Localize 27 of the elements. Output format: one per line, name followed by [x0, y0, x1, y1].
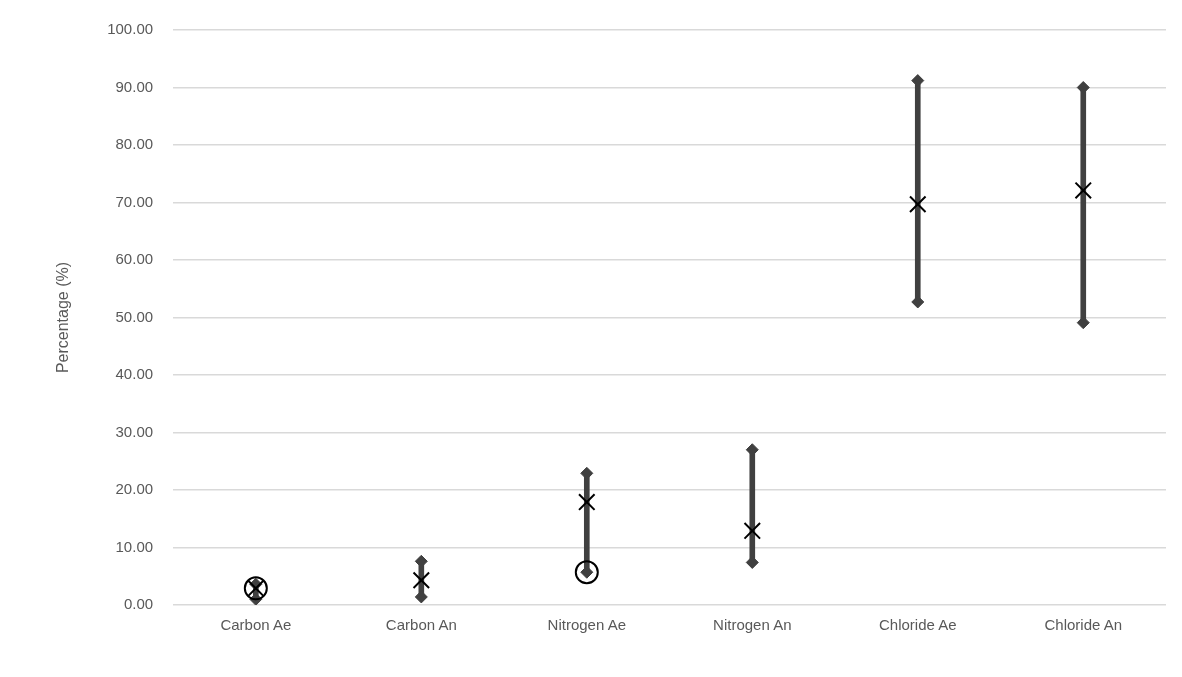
- y-axis-title: Percentage (%): [54, 261, 72, 374]
- point: [580, 466, 594, 480]
- point: [1074, 181, 1093, 200]
- point: [1076, 316, 1090, 330]
- point: [412, 571, 431, 590]
- point: [578, 493, 596, 511]
- y-tick-label: 70.00: [115, 192, 154, 210]
- y-tick-label: 90.00: [115, 77, 154, 95]
- point: [743, 522, 762, 540]
- x-tick-label: Chloride An: [1044, 616, 1123, 634]
- y-tick-label: 80.00: [115, 135, 154, 153]
- y-tick-label: 60.00: [115, 250, 154, 268]
- y-tick-label: 100.00: [107, 20, 154, 38]
- x-tick-label: Nitrogen An: [713, 616, 792, 634]
- y-tick-label: 20.00: [115, 480, 154, 498]
- y-tick-label: 10.00: [115, 537, 154, 555]
- y-tick-label: 30.00: [115, 422, 154, 440]
- y-tick-label: 50.00: [115, 307, 154, 325]
- point: [574, 560, 599, 585]
- x-tick-label: Chloride Ae: [878, 616, 957, 634]
- x-tick-label: Carbon Ae: [220, 616, 292, 634]
- x-tick-label: Carbon An: [385, 616, 457, 634]
- point: [908, 195, 927, 213]
- point: [1076, 81, 1090, 94]
- x-tick-label: Nitrogen Ae: [547, 616, 626, 634]
- y-tick-label: 40.00: [115, 365, 154, 383]
- y-tick-label: 0.00: [123, 595, 154, 613]
